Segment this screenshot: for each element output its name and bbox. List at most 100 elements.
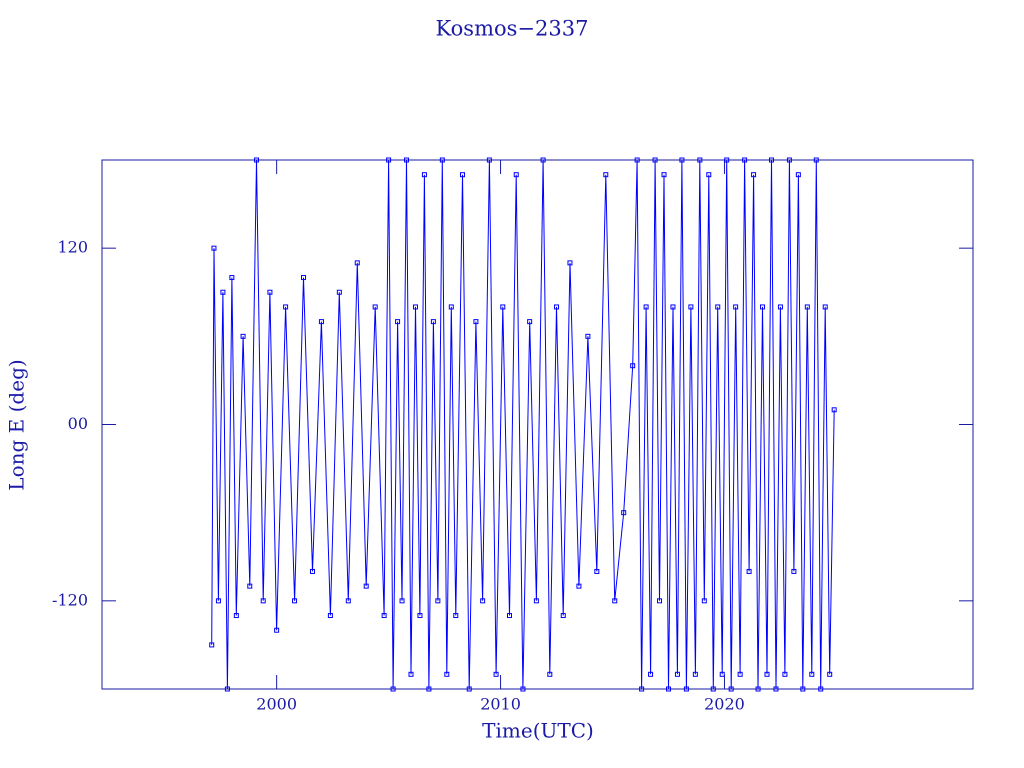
data-point bbox=[404, 157, 410, 163]
data-point bbox=[706, 172, 712, 178]
data-point bbox=[327, 613, 333, 619]
data-point bbox=[292, 598, 298, 604]
y-axis-label: Long E (deg) bbox=[5, 359, 29, 490]
data-point bbox=[345, 598, 351, 604]
data-point bbox=[603, 172, 609, 178]
data-point bbox=[621, 510, 627, 516]
data-point bbox=[486, 157, 492, 163]
data-point bbox=[760, 304, 766, 310]
data-point bbox=[764, 671, 770, 677]
data-line bbox=[211, 159, 835, 690]
data-point bbox=[240, 333, 246, 339]
data-point bbox=[260, 598, 266, 604]
data-point bbox=[701, 598, 707, 604]
data-point bbox=[513, 172, 519, 178]
data-point bbox=[318, 319, 324, 325]
data-point bbox=[274, 627, 280, 633]
data-point bbox=[480, 598, 486, 604]
x-tick-label: 2000 bbox=[256, 695, 297, 714]
data-point bbox=[399, 598, 405, 604]
data-point bbox=[220, 289, 226, 295]
data-point bbox=[804, 304, 810, 310]
data-point bbox=[363, 583, 369, 589]
data-point bbox=[657, 598, 663, 604]
data-point bbox=[777, 304, 783, 310]
data-point bbox=[768, 157, 774, 163]
y-tick-label: -120 bbox=[52, 590, 88, 609]
data-point bbox=[233, 613, 239, 619]
data-point bbox=[782, 671, 788, 677]
data-point bbox=[683, 686, 689, 692]
data-point bbox=[648, 671, 654, 677]
data-point bbox=[665, 686, 671, 692]
data-point bbox=[813, 157, 819, 163]
data-point bbox=[831, 407, 837, 413]
data-point bbox=[520, 686, 526, 692]
data-point bbox=[755, 686, 761, 692]
data-point bbox=[309, 568, 315, 574]
data-point bbox=[336, 289, 342, 295]
data-point bbox=[634, 157, 640, 163]
data-point bbox=[809, 671, 815, 677]
data-point bbox=[224, 686, 230, 692]
data-point bbox=[661, 172, 667, 178]
data-point bbox=[746, 568, 752, 574]
data-point bbox=[585, 333, 591, 339]
data-point bbox=[435, 598, 441, 604]
data-point bbox=[612, 598, 618, 604]
data-point bbox=[715, 304, 721, 310]
data-point bbox=[395, 319, 401, 325]
data-point bbox=[818, 686, 824, 692]
data-point bbox=[719, 671, 725, 677]
data-point bbox=[674, 671, 680, 677]
data-point bbox=[822, 304, 828, 310]
data-point bbox=[733, 304, 739, 310]
chart-title: Kosmos−2337 bbox=[436, 17, 589, 41]
data-point bbox=[630, 363, 636, 369]
data-point bbox=[444, 671, 450, 677]
data-point bbox=[737, 671, 743, 677]
data-point bbox=[211, 245, 217, 251]
x-tick-label: 2010 bbox=[480, 695, 521, 714]
data-point bbox=[247, 583, 253, 589]
data-point bbox=[209, 642, 215, 648]
data-point bbox=[827, 671, 833, 677]
data-point bbox=[710, 686, 716, 692]
data-point bbox=[439, 157, 445, 163]
data-point bbox=[381, 613, 387, 619]
data-point bbox=[567, 260, 573, 266]
data-point bbox=[417, 613, 423, 619]
data-point bbox=[652, 157, 658, 163]
data-point bbox=[267, 289, 273, 295]
data-point bbox=[493, 671, 499, 677]
data-point bbox=[473, 319, 479, 325]
data-point bbox=[426, 686, 432, 692]
data-point bbox=[448, 304, 454, 310]
data-point bbox=[724, 157, 730, 163]
data-point bbox=[576, 583, 582, 589]
data-point bbox=[533, 598, 539, 604]
y-tick-label: 120 bbox=[57, 238, 88, 257]
data-point bbox=[390, 686, 396, 692]
y-tick-label: 00 bbox=[68, 414, 88, 433]
plot-frame bbox=[101, 159, 974, 690]
data-point bbox=[795, 172, 801, 178]
data-point bbox=[643, 304, 649, 310]
x-axis-label: Time(UTC) bbox=[482, 719, 594, 743]
data-point bbox=[697, 157, 703, 163]
data-point bbox=[751, 172, 757, 178]
data-point bbox=[773, 686, 779, 692]
data-point bbox=[215, 598, 221, 604]
data-point bbox=[507, 613, 513, 619]
data-point bbox=[283, 304, 289, 310]
data-point bbox=[791, 568, 797, 574]
data-point bbox=[800, 686, 806, 692]
data-point bbox=[670, 304, 676, 310]
data-point bbox=[679, 157, 685, 163]
data-point bbox=[639, 686, 645, 692]
data-point bbox=[412, 304, 418, 310]
data-point bbox=[386, 157, 392, 163]
data-point bbox=[466, 686, 472, 692]
data-point bbox=[408, 671, 414, 677]
